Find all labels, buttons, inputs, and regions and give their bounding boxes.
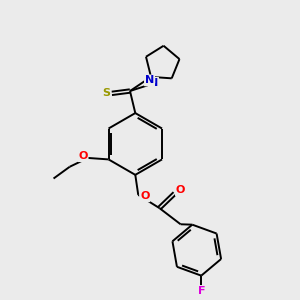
Text: N: N [149, 78, 158, 88]
Text: O: O [140, 191, 149, 201]
Text: O: O [176, 185, 185, 195]
Text: O: O [78, 151, 88, 161]
Text: S: S [103, 88, 110, 98]
Text: F: F [197, 286, 205, 296]
Text: N: N [145, 75, 154, 85]
